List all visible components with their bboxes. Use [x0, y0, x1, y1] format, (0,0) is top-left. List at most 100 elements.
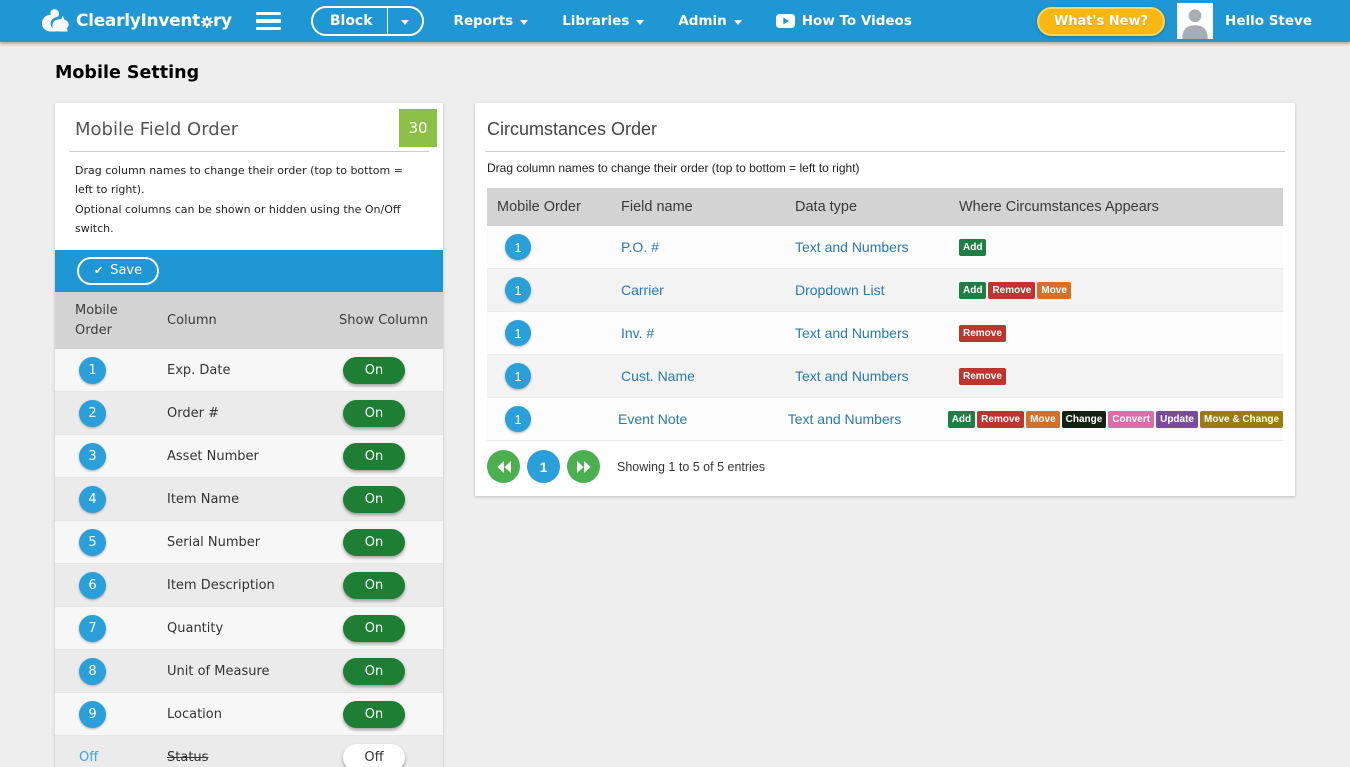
- mobile-order-cell: Off: [55, 750, 155, 765]
- mobile-field-row[interactable]: 6 Item Description On: [55, 564, 443, 607]
- column-name: Quantity: [167, 620, 224, 636]
- mobile-order-cell: 1: [487, 406, 606, 432]
- menu-admin[interactable]: Admin: [678, 13, 742, 29]
- appearance-badges: Remove: [959, 367, 1283, 385]
- block-button[interactable]: Block: [313, 8, 387, 34]
- where-appears-cell: Add Remove Move: [947, 281, 1283, 299]
- pagination-page-1[interactable]: 1: [527, 450, 560, 483]
- field-name-cell: P.O. #: [609, 239, 783, 255]
- appearance-badges: Add Remove Move: [959, 281, 1283, 299]
- circumstance-row[interactable]: 1 Inv. # Text and Numbers Remove: [487, 312, 1283, 355]
- mobile-order-cell: 1: [487, 234, 609, 260]
- save-toolbar: ✔ Save: [55, 250, 443, 292]
- show-column-toggle[interactable]: On: [343, 399, 405, 427]
- header-show-column: Show Column: [339, 312, 428, 328]
- order-number-badge: 1: [505, 277, 531, 303]
- hamburger-menu-button[interactable]: [254, 8, 283, 35]
- show-column-cell: On: [337, 399, 443, 427]
- show-column-toggle[interactable]: On: [343, 528, 405, 556]
- order-number-badge: 8: [79, 657, 106, 685]
- circumstances-order-description: Drag column names to change their order …: [487, 161, 860, 175]
- header-where-circumstances-appears: Where Circumstances Appears: [959, 199, 1159, 215]
- field-name-link[interactable]: Event Note: [618, 411, 688, 427]
- data-type-cell: Text and Numbers: [795, 325, 909, 341]
- mobile-field-order-description: Drag column names to change their order …: [55, 152, 443, 250]
- show-column-toggle[interactable]: On: [343, 700, 405, 728]
- field-name-cell: Event Note: [606, 411, 776, 427]
- chevron-down-icon: [400, 19, 409, 25]
- circumstance-row[interactable]: 1 Event Note Text and Numbers Add Remove M…: [487, 398, 1284, 441]
- mobile-field-row[interactable]: 9 Location On: [55, 693, 443, 736]
- top-navbar: ClearlyInvent ry Block Reports Libraries …: [0, 0, 1350, 42]
- how-to-videos-link[interactable]: How To Videos: [775, 13, 912, 29]
- show-column-toggle[interactable]: On: [343, 657, 405, 685]
- pagination-status: Showing 1 to 5 of 5 entries: [617, 459, 766, 474]
- mobile-order-cell: 1: [487, 363, 609, 389]
- show-column-cell: On: [337, 442, 443, 470]
- header-column: Column: [167, 312, 217, 328]
- column-name: Serial Number: [167, 534, 261, 550]
- field-name-link[interactable]: Inv. #: [621, 325, 655, 341]
- circumstance-badge: Remove: [959, 367, 1006, 385]
- show-column-toggle[interactable]: On: [343, 485, 405, 513]
- chevron-down-icon: [733, 19, 742, 25]
- show-column-cell: On: [337, 700, 443, 728]
- mobile-field-order-panel: 30 Mobile Field Order Drag column names …: [55, 103, 443, 767]
- column-name: Asset Number: [167, 448, 259, 464]
- order-number-badge: 4: [79, 485, 106, 513]
- gear-o-icon: [200, 13, 213, 33]
- where-appears-cell: Add: [947, 238, 1283, 256]
- show-column-toggle[interactable]: On: [343, 614, 405, 642]
- order-number-badge: 2: [79, 399, 106, 427]
- circumstance-badge: Add: [959, 238, 987, 256]
- mobile-field-row[interactable]: 4 Item Name On: [55, 478, 443, 521]
- header-mobile-order: Mobile Order: [75, 303, 118, 338]
- block-dropdown-toggle[interactable]: [386, 8, 422, 34]
- mobile-field-row[interactable]: 8 Unit of Measure On: [55, 650, 443, 693]
- show-column-toggle[interactable]: On: [343, 442, 405, 470]
- menu-reports-label: Reports: [453, 13, 514, 29]
- how-to-videos-label: How To Videos: [801, 13, 912, 29]
- order-number-badge: 1: [79, 356, 106, 384]
- avatar[interactable]: [1177, 3, 1214, 39]
- mobile-field-row[interactable]: 5 Serial Number On: [55, 521, 443, 564]
- circumstance-row[interactable]: 1 Carrier Dropdown List Add Remove Move: [487, 269, 1283, 312]
- appearance-badges: Remove: [959, 324, 1283, 342]
- description-line-1: Drag column names to change their order …: [75, 164, 403, 197]
- mobile-order-cell: 1: [487, 277, 609, 303]
- show-column-toggle[interactable]: Off: [343, 743, 405, 767]
- mobile-order-cell: 2: [55, 399, 155, 427]
- whats-new-button[interactable]: What's New?: [1036, 6, 1166, 36]
- pagination-prev-button[interactable]: [487, 450, 520, 483]
- show-column-toggle[interactable]: On: [343, 356, 405, 384]
- mobile-field-row[interactable]: 1 Exp. Date On: [55, 349, 443, 392]
- mobile-order-cell: 7: [55, 614, 155, 642]
- off-link[interactable]: Off: [79, 749, 99, 765]
- mobile-field-order-title: Mobile Field Order: [75, 119, 239, 140]
- circumstance-row[interactable]: 1 Cust. Name Text and Numbers Remove: [487, 355, 1283, 398]
- show-column-toggle[interactable]: On: [343, 571, 405, 599]
- pagination-next-button[interactable]: [567, 450, 600, 483]
- save-button[interactable]: ✔ Save: [77, 257, 160, 285]
- mobile-field-row[interactable]: 2 Order # On: [55, 392, 443, 435]
- show-column-cell: On: [337, 485, 443, 513]
- circumstance-badge: Add: [959, 281, 987, 299]
- header-field-name: Field name: [621, 199, 693, 215]
- brand-logo[interactable]: ClearlyInvent ry: [40, 7, 232, 36]
- main-content: Mobile Setting 30 Mobile Field Order Dra…: [0, 63, 1350, 767]
- mobile-field-row[interactable]: Off Status Off: [55, 736, 443, 767]
- circumstance-badge: Update: [1156, 410, 1198, 428]
- field-name-link[interactable]: Cust. Name: [621, 368, 695, 384]
- mobile-field-row[interactable]: 7 Quantity On: [55, 607, 443, 650]
- circumstances-order-rows: 1 P.O. # Text and Numbers Add 1 Carrier …: [487, 226, 1284, 441]
- data-type-cell: Text and Numbers: [795, 239, 909, 255]
- menu-reports[interactable]: Reports: [454, 13, 529, 29]
- circumstance-row[interactable]: 1 P.O. # Text and Numbers Add: [487, 226, 1283, 269]
- divider: [69, 151, 429, 152]
- circumstance-badge: Convert: [1108, 410, 1155, 428]
- field-name-link[interactable]: Carrier: [621, 282, 664, 298]
- field-name-link[interactable]: P.O. #: [621, 239, 659, 255]
- mobile-field-row[interactable]: 3 Asset Number On: [55, 435, 443, 478]
- circumstance-badge: Add: [947, 410, 976, 428]
- menu-libraries[interactable]: Libraries: [562, 13, 645, 29]
